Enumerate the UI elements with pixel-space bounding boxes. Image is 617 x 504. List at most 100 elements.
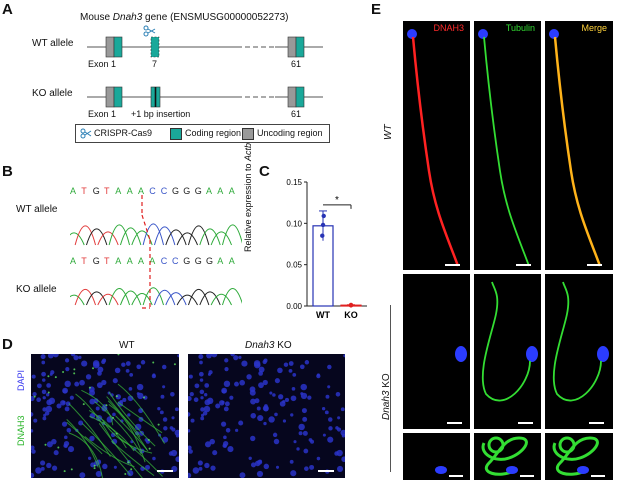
chromatogram-peak [142, 287, 165, 306]
wt-exon61-uncoding [287, 36, 297, 58]
dapi-nucleus [101, 379, 107, 386]
dapi-nucleus [282, 419, 287, 423]
dnah3-dot [152, 361, 155, 364]
dapi-nucleus [235, 428, 239, 432]
dapi-nucleus [62, 400, 66, 404]
scalebar [445, 264, 460, 266]
d-ko-tissue-svg [188, 354, 345, 478]
flagellum-loop [558, 436, 576, 454]
dapi-nucleus [194, 383, 200, 389]
dapi-nucleus [246, 374, 252, 380]
e-ko1-dnah3-svg [455, 346, 467, 362]
base-letter: T [104, 256, 110, 266]
dapi-nucleus [152, 456, 156, 461]
dnah3-flagellum-signal [108, 391, 156, 447]
dapi-nucleus [223, 435, 227, 440]
dapi-nucleus [170, 392, 175, 397]
wt-exon61-label: 61 [291, 59, 302, 69]
dapi-nucleus [288, 368, 293, 373]
dapi-nucleus [324, 410, 329, 415]
chromatogram-peak [108, 224, 131, 246]
dapi-nucleus [343, 354, 345, 358]
base-letter: C [149, 186, 156, 196]
scalebar [447, 422, 462, 424]
dapi-nucleus [256, 406, 261, 411]
dapi-nucleus [262, 359, 267, 365]
dnah3-dot [33, 395, 36, 398]
dapi-nucleus [65, 367, 70, 372]
dapi-nucleus [51, 465, 58, 471]
dapi-nucleus [202, 411, 208, 416]
chromatogram-peak [85, 228, 108, 246]
legend-uncoding-swatch [242, 128, 254, 140]
dapi-nucleus [40, 460, 46, 466]
dapi-nucleus [188, 396, 192, 402]
e-ko2-tubulin [474, 433, 541, 480]
c-ylabel: Relative expression to Actb [243, 112, 255, 252]
panel-a-legend: CRISPR-Cas9 Coding region Uncoding regio… [75, 124, 330, 143]
dapi-nucleus [129, 373, 134, 377]
nucleus [526, 346, 538, 362]
e-wt-tubulin: Tubulin [474, 21, 541, 270]
b-wt-allele-label: WT allele [16, 204, 58, 215]
dapi-nucleus [340, 407, 345, 412]
chromatogram-peak [153, 289, 176, 306]
dapi-nucleus [175, 456, 179, 463]
dapi-nucleus [337, 416, 341, 420]
e-wt-dnah3-svg [407, 29, 460, 267]
dapi-nucleus [256, 470, 264, 478]
dapi-nucleus [298, 431, 303, 436]
dnah3-flagellum-signal [117, 401, 163, 434]
dnah3-dot [148, 447, 151, 450]
dapi-nucleus [336, 465, 344, 472]
dapi-nucleus [200, 407, 205, 412]
ko-exon1-label: Exon 1 [88, 109, 117, 119]
ko-exon1-coding [113, 86, 123, 108]
legend-uncoding: Uncoding region [257, 128, 323, 138]
dapi-nucleus [250, 412, 257, 419]
dapi-nucleus [224, 358, 229, 363]
base-letter: G [92, 186, 100, 196]
expression-bar-chart: 0.00 0.05 0.10 0.15 WT KO * [286, 178, 367, 320]
dapi-nucleus [53, 450, 59, 456]
dapi-nucleus [258, 371, 264, 376]
nucleus [577, 466, 589, 474]
dapi-nucleus [40, 354, 46, 360]
dnah3-flagellum-signal [117, 383, 166, 444]
dapi-nucleus [42, 407, 47, 412]
dapi-nucleus [273, 438, 280, 445]
e-ko2-dnah3-svg [435, 466, 447, 474]
legend-crispr: CRISPR-Cas9 [94, 128, 153, 138]
x-category-label: KO [344, 310, 358, 320]
dapi-nucleus [224, 367, 229, 372]
dapi-nucleus [78, 420, 84, 426]
dnah3-dot [73, 372, 76, 375]
e-ko1-tubulin-svg [481, 281, 538, 402]
dapi-nucleus [40, 466, 45, 471]
dapi-nucleus [73, 355, 79, 361]
scalebar [518, 422, 533, 424]
scalebar [449, 475, 463, 477]
dapi-nucleus [200, 416, 205, 421]
dnah3-dot [57, 446, 60, 449]
base-letter: A [115, 186, 122, 196]
wt-exon61-coding [295, 36, 305, 58]
dnah3-dot [73, 368, 76, 371]
base-letter: G [183, 186, 191, 196]
dapi-nucleus [227, 446, 234, 453]
base-letter: T [81, 256, 87, 266]
ko-exon61-uncoding [287, 86, 297, 108]
dapi-nucleus [112, 412, 116, 417]
y-tick-label: 0.10 [286, 219, 302, 228]
chromatogram-peak [74, 288, 97, 306]
flagellum [553, 36, 602, 267]
e-ko-suffix: KO [381, 373, 392, 391]
dnah3-flagellum-signal [81, 389, 114, 426]
dapi-nucleus [188, 445, 192, 451]
chromatogram-peak [86, 291, 108, 306]
dapi-nucleus [64, 406, 70, 412]
dapi-nucleus [122, 397, 127, 402]
scalebar [516, 264, 531, 266]
dapi-nucleus [56, 403, 62, 409]
